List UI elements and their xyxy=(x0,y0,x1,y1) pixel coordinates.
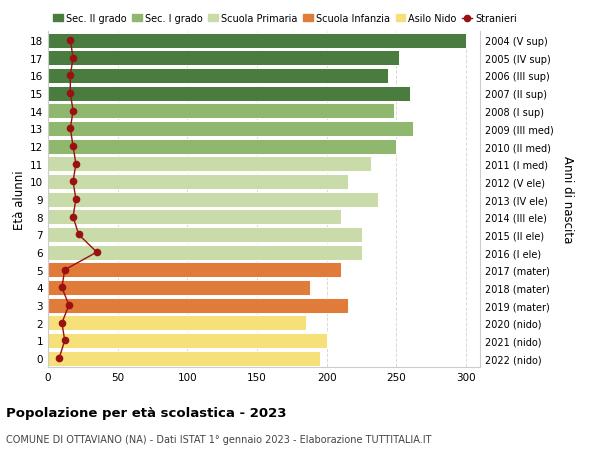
Bar xyxy=(48,210,341,225)
Bar xyxy=(48,192,378,207)
Bar xyxy=(48,34,466,49)
Text: COMUNE DI OTTAVIANO (NA) - Dati ISTAT 1° gennaio 2023 - Elaborazione TUTTITALIA.: COMUNE DI OTTAVIANO (NA) - Dati ISTAT 1°… xyxy=(6,434,431,444)
Bar xyxy=(48,316,306,330)
Bar xyxy=(48,298,347,313)
Y-axis label: Età alunni: Età alunni xyxy=(13,170,26,230)
Bar xyxy=(48,86,410,101)
Y-axis label: Anni di nascita: Anni di nascita xyxy=(560,156,574,243)
Bar xyxy=(48,280,310,295)
Bar xyxy=(48,333,327,348)
Bar xyxy=(48,351,320,366)
Bar xyxy=(48,122,413,137)
Bar xyxy=(48,228,362,242)
Bar xyxy=(48,139,397,154)
Bar xyxy=(48,157,371,172)
Bar xyxy=(48,51,399,66)
Bar xyxy=(48,174,347,190)
Bar xyxy=(48,104,394,119)
Bar xyxy=(48,263,341,278)
Text: Popolazione per età scolastica - 2023: Popolazione per età scolastica - 2023 xyxy=(6,406,287,419)
Bar xyxy=(48,69,388,84)
Legend: Sec. II grado, Sec. I grado, Scuola Primaria, Scuola Infanzia, Asilo Nido, Stran: Sec. II grado, Sec. I grado, Scuola Prim… xyxy=(53,14,517,24)
Bar xyxy=(48,245,362,260)
